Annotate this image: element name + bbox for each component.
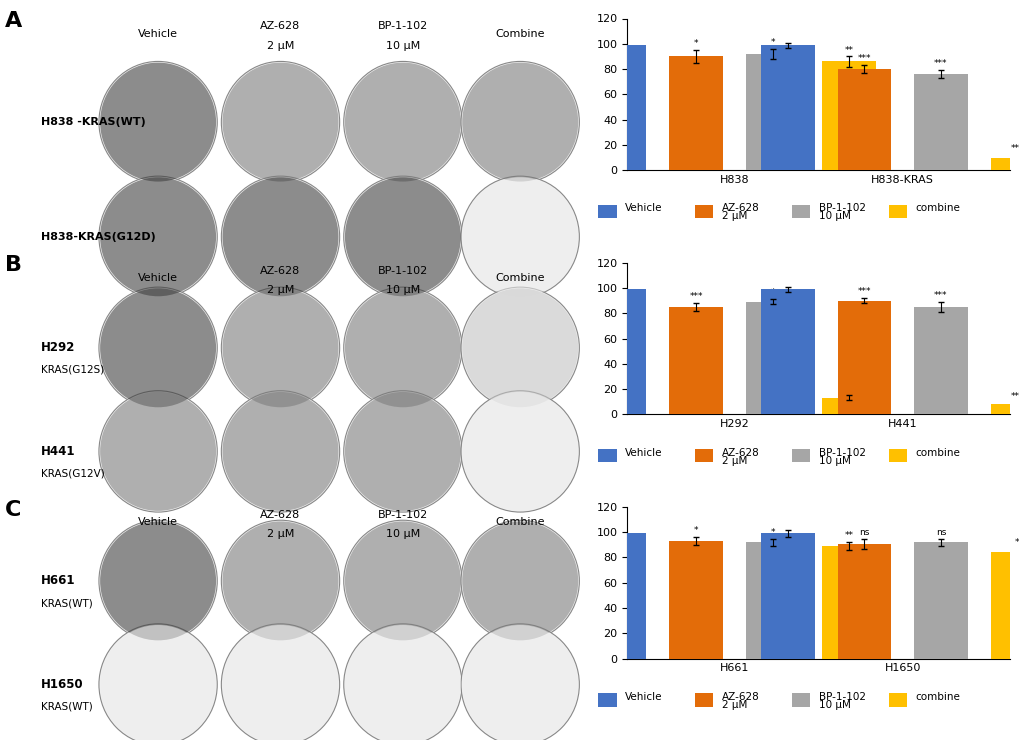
Text: 10 μM: 10 μM [818, 212, 850, 221]
Text: *: * [693, 39, 698, 48]
Text: ***: *** [1010, 144, 1019, 153]
Bar [760, 534, 814, 659]
Bar [592, 45, 646, 170]
Bar [592, 289, 646, 414]
Bar [913, 307, 967, 414]
Text: 10 μM: 10 μM [818, 700, 850, 710]
Text: BP-1-102: BP-1-102 [818, 204, 865, 213]
Bar [989, 552, 1019, 659]
Text: H661: H661 [41, 574, 75, 588]
Bar [821, 546, 875, 659]
Text: *: * [769, 38, 774, 47]
Text: AZ-628: AZ-628 [260, 266, 301, 276]
Bar [837, 300, 891, 414]
Bar [837, 544, 891, 659]
Text: BP-1-102: BP-1-102 [377, 266, 428, 276]
Text: combine: combine [915, 204, 959, 213]
Bar [668, 307, 722, 414]
Text: BP-1-102: BP-1-102 [377, 21, 428, 32]
Text: AZ-628: AZ-628 [721, 448, 759, 457]
Text: H292: H292 [41, 341, 75, 354]
Text: ***: *** [933, 59, 947, 68]
Text: 2 μM: 2 μM [267, 41, 293, 51]
Text: 10 μM: 10 μM [818, 456, 850, 465]
Text: *: * [1014, 538, 1019, 547]
Text: KRAS(G12V): KRAS(G12V) [41, 468, 105, 479]
Bar [745, 542, 799, 659]
Text: BP-1-102: BP-1-102 [818, 448, 865, 457]
Bar [913, 542, 967, 659]
Text: ***: *** [933, 291, 947, 300]
Text: combine: combine [915, 448, 959, 457]
Text: Vehicle: Vehicle [138, 517, 178, 528]
Text: 10 μM: 10 μM [385, 41, 420, 51]
Text: *: * [693, 526, 698, 535]
Text: Vehicle: Vehicle [138, 29, 178, 39]
Text: B: B [5, 255, 22, 275]
Text: 2 μM: 2 μM [721, 456, 746, 465]
Text: A: A [5, 11, 22, 31]
Text: ***: *** [842, 385, 855, 394]
Text: Vehicle: Vehicle [625, 204, 661, 213]
Bar [821, 61, 875, 170]
Bar [760, 289, 814, 414]
Bar [592, 534, 646, 659]
Bar [745, 302, 799, 414]
Text: BP-1-102: BP-1-102 [818, 692, 865, 702]
Text: *: * [769, 528, 774, 536]
Text: 2 μM: 2 μM [721, 700, 746, 710]
Text: ***: *** [857, 54, 870, 64]
Text: 2 μM: 2 μM [267, 285, 293, 295]
Text: 2 μM: 2 μM [267, 529, 293, 539]
Bar [989, 158, 1019, 170]
Text: KRAS(WT): KRAS(WT) [41, 598, 93, 608]
Text: Vehicle: Vehicle [625, 692, 661, 702]
Text: ns: ns [934, 528, 946, 536]
Text: ***: *** [689, 292, 702, 301]
Text: BP-1-102: BP-1-102 [377, 510, 428, 520]
Text: KRAS(G12S): KRAS(G12S) [41, 365, 104, 375]
Bar [668, 56, 722, 170]
Text: AZ-628: AZ-628 [260, 510, 301, 520]
Bar [668, 541, 722, 659]
Text: *: * [769, 289, 774, 297]
Text: combine: combine [915, 692, 959, 702]
Text: Vehicle: Vehicle [138, 273, 178, 283]
Bar [989, 404, 1019, 414]
Text: H838-KRAS(G12D): H838-KRAS(G12D) [41, 232, 156, 242]
Text: **: ** [844, 46, 853, 55]
Bar [837, 69, 891, 170]
Bar [745, 54, 799, 170]
Text: H1650: H1650 [41, 678, 84, 691]
Text: Combine: Combine [495, 517, 544, 528]
Text: AZ-628: AZ-628 [260, 21, 301, 32]
Text: ns: ns [858, 528, 869, 536]
Text: AZ-628: AZ-628 [721, 692, 759, 702]
Text: C: C [5, 500, 21, 519]
Text: H441: H441 [41, 445, 75, 458]
Bar [821, 398, 875, 414]
Bar [913, 74, 967, 170]
Text: AZ-628: AZ-628 [721, 204, 759, 213]
Text: 2 μM: 2 μM [721, 212, 746, 221]
Text: ***: *** [857, 287, 870, 296]
Bar [760, 45, 814, 170]
Text: Combine: Combine [495, 29, 544, 39]
Text: Combine: Combine [495, 273, 544, 283]
Text: **: ** [844, 531, 853, 540]
Text: 10 μM: 10 μM [385, 529, 420, 539]
Text: KRAS(WT): KRAS(WT) [41, 702, 93, 712]
Text: H838 -KRAS(WT): H838 -KRAS(WT) [41, 117, 146, 127]
Text: Vehicle: Vehicle [625, 448, 661, 457]
Text: ***: *** [1010, 392, 1019, 401]
Text: 10 μM: 10 μM [385, 285, 420, 295]
